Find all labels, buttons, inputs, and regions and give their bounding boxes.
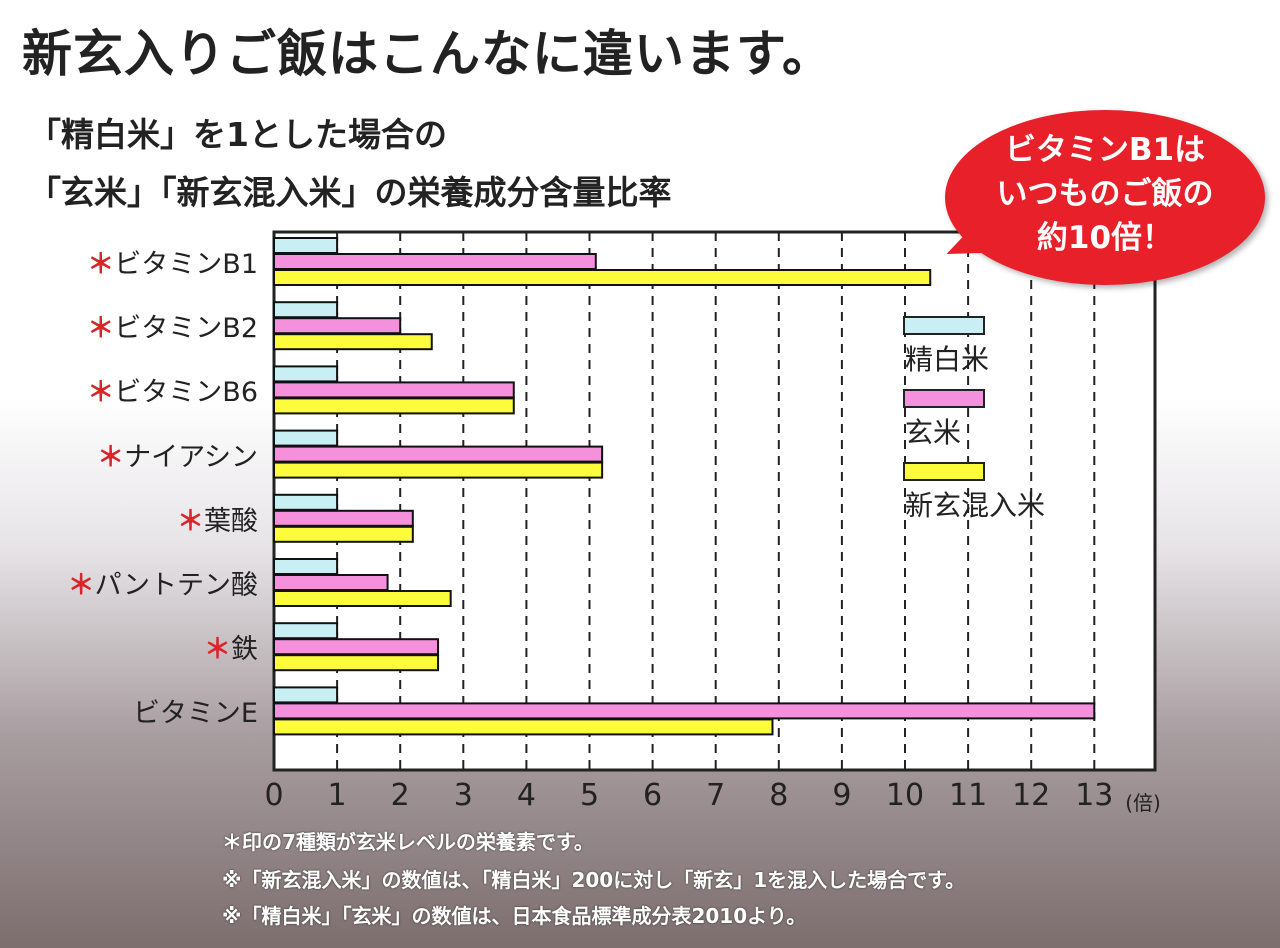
subtitle-line-2: 「玄米」「新玄混入米」の栄養成分含量比率	[28, 173, 672, 212]
bar-新玄混入米-葉酸	[273, 525, 414, 543]
x-tick-label: 13	[1075, 778, 1114, 813]
callout-line-3: 約10倍！	[1036, 220, 1174, 256]
asterisk-mark: ＊	[87, 249, 115, 280]
category-text: パントテン酸	[94, 570, 258, 601]
asterisk-mark: ＊	[204, 634, 231, 666]
category-text: ビタミンB2	[114, 313, 258, 345]
bar-玄米-パントテン酸	[273, 574, 389, 591]
asterisk-mark: ＊	[87, 377, 115, 409]
bar-新玄混入米-ビタミンB2	[273, 333, 433, 351]
footnote-3: ※「精白米」「玄米」の数値は、日本食品標準成分表2010より。	[222, 904, 807, 928]
bar-玄米-ビタミンB6	[273, 381, 515, 399]
bar-玄米-ビタミンB1	[273, 253, 597, 270]
bar-新玄混入米-ビタミンB1	[273, 269, 932, 286]
bar-新玄混入米-ビタミンE	[273, 718, 774, 736]
x-tick-label: 4	[516, 778, 536, 813]
x-axis-unit: (倍)	[1125, 791, 1161, 815]
x-tick-label: 11	[949, 778, 988, 813]
bar-新玄混入米-ビタミンB6	[273, 397, 515, 415]
category-text: ビタミンE	[132, 698, 258, 730]
legend-label: 精白米	[905, 343, 990, 376]
category-label: ＊ビタミンB2	[87, 306, 258, 345]
bar-玄米-ビタミンE	[273, 702, 1096, 720]
subtitle-line-1: 「精白米」を1とした場合の	[28, 115, 447, 154]
bar-精白米-ビタミンB2	[273, 301, 339, 319]
x-tick-label: 7	[706, 778, 726, 813]
x-tick-label: 12	[1012, 778, 1051, 813]
bar-玄米-ビタミンB2	[273, 317, 402, 335]
bar-精白米-ナイアシン	[273, 429, 339, 447]
asterisk-mark: ＊	[177, 505, 204, 537]
plot-area	[272, 230, 1157, 772]
asterisk-mark: ＊	[97, 441, 125, 473]
bar-玄米-鉄	[273, 638, 440, 656]
footnote-2: ※「新玄混入米」の数値は、「精白米」200に対し「新玄」1を混入した場合です。	[222, 868, 966, 892]
asterisk-mark: ＊	[67, 570, 95, 601]
x-tick-label: 0	[264, 778, 284, 813]
x-tick-label: 1	[327, 778, 347, 813]
legend-label: 新玄混入米	[905, 489, 1046, 522]
category-label: ＊葉酸	[177, 499, 258, 538]
legend-label: 玄米	[905, 416, 962, 449]
callout-line-1: ビタミンB1は	[1004, 132, 1206, 168]
bar-精白米-葉酸	[273, 493, 339, 511]
footnote-1: ＊印の7種類が玄米レベルの栄養素です。	[222, 830, 594, 854]
bar-新玄混入米-鉄	[273, 654, 440, 672]
bar-精白米-パントテン酸	[273, 558, 339, 575]
page-title: 新玄入りご飯はこんなに違います。	[22, 25, 833, 83]
callout-bubble: ビタミンB1は いつものご飯の 約10倍！	[945, 110, 1265, 285]
category-label: ＊ビタミンB6	[87, 370, 258, 409]
x-tick-label: 2	[390, 778, 410, 813]
category-text: ビタミンB6	[114, 377, 258, 409]
x-tick-label: 6	[643, 778, 663, 813]
x-tick-label: 10	[885, 778, 925, 813]
category-label: ビタミンE	[133, 691, 258, 730]
legend-swatch	[903, 389, 985, 408]
bar-精白米-ビタミンE	[273, 686, 339, 704]
category-label: ＊ビタミンB1	[87, 242, 258, 281]
category-text: ビタミンB1	[114, 249, 258, 280]
callout-line-2: いつものご飯の	[996, 176, 1214, 212]
category-text: 鉄	[231, 634, 258, 666]
x-tick-label: 5	[579, 778, 600, 813]
category-text: 葉酸	[204, 505, 258, 537]
bar-精白米-鉄	[273, 622, 339, 640]
bar-新玄混入米-パントテン酸	[273, 590, 452, 607]
legend-swatch	[903, 462, 985, 481]
category-label: ＊鉄	[204, 627, 258, 666]
bar-玄米-ナイアシン	[273, 445, 604, 463]
x-tick-label: 3	[453, 778, 473, 813]
bar-新玄混入米-ナイアシン	[273, 461, 604, 479]
x-tick-label: 9	[832, 778, 852, 813]
category-label: ＊ナイアシン	[97, 435, 258, 474]
legend-swatch	[903, 316, 985, 335]
asterisk-mark: ＊	[87, 313, 115, 345]
bar-玄米-葉酸	[273, 509, 414, 527]
bar-精白米-ビタミンB6	[273, 365, 339, 383]
category-label: ＊パントテン酸	[68, 563, 258, 602]
category-text: ナイアシン	[124, 441, 258, 473]
bar-精白米-ビタミンB1	[273, 237, 339, 254]
x-tick-label: 8	[769, 778, 789, 813]
